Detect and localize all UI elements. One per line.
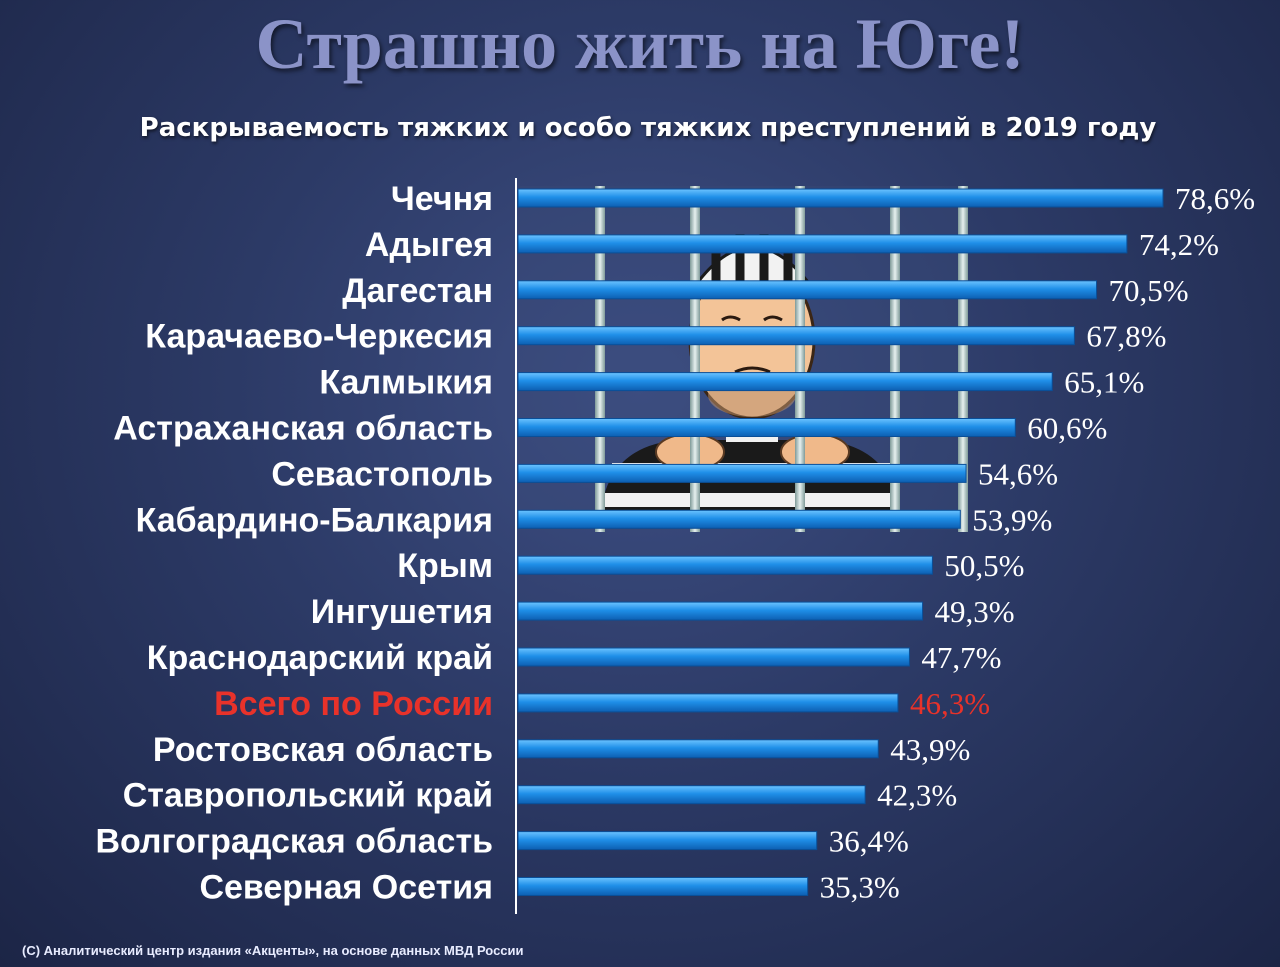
bar <box>517 739 879 759</box>
value-label: 65,1% <box>1064 365 1144 400</box>
value-label: 49,3% <box>935 594 1015 629</box>
bar <box>517 188 1164 208</box>
category-label: Ингушетия <box>311 593 493 631</box>
category-label: Северная Осетия <box>199 869 493 907</box>
bar <box>517 234 1128 254</box>
value-label: 74,2% <box>1139 227 1219 262</box>
category-label: Всего по России <box>214 685 493 723</box>
value-label: 60,6% <box>1027 411 1107 446</box>
category-label: Кабардино-Балкария <box>136 501 493 539</box>
category-label: Ростовская область <box>153 731 493 769</box>
bar <box>517 372 1053 392</box>
bar <box>517 463 967 483</box>
bar <box>517 831 818 851</box>
value-label: 53,9% <box>972 502 1052 537</box>
category-label: Чечня <box>391 180 493 218</box>
jail-bars <box>595 186 968 532</box>
bar <box>517 326 1075 346</box>
value-label: 43,9% <box>890 732 970 767</box>
bar <box>517 418 1016 437</box>
category-label: Крым <box>397 547 493 585</box>
chart-subtitle: Раскрываемость тяжких и особо тяжких пре… <box>139 113 1157 143</box>
category-label: Краснодарский край <box>147 639 493 677</box>
bar <box>517 509 961 529</box>
value-label: 46,3% <box>910 686 990 721</box>
value-label: 78,6% <box>1175 181 1255 216</box>
category-label: Дагестан <box>342 272 493 310</box>
bar <box>517 785 866 805</box>
value-label: 67,8% <box>1086 319 1166 354</box>
value-label: 54,6% <box>978 456 1058 491</box>
value-label: 70,5% <box>1109 273 1189 308</box>
bar <box>517 877 809 896</box>
category-label: Ставропольский край <box>123 777 493 815</box>
value-label: 35,3% <box>820 870 900 905</box>
category-label: Карачаево-Черкесия <box>145 318 493 356</box>
category-label: Севастополь <box>271 455 493 493</box>
value-label: 47,7% <box>921 640 1001 675</box>
chart-title: Страшно жить на Юге! <box>255 4 1025 84</box>
source-footer: (C) Аналитический центр издания «Акценты… <box>22 943 524 958</box>
value-label: 50,5% <box>944 548 1024 583</box>
bar <box>517 647 910 667</box>
category-label: Волгоградская область <box>95 823 493 861</box>
category-label: Калмыкия <box>319 364 493 402</box>
bar <box>517 280 1098 300</box>
bar <box>517 555 933 575</box>
value-label: 42,3% <box>877 778 957 813</box>
labels-layer: Чечня 78,6% Адыгея 74,2% Дагестан 70,5% Карача… <box>95 180 1255 907</box>
value-label: 36,4% <box>829 824 909 859</box>
bar <box>517 601 924 621</box>
category-label: Астраханская область <box>113 410 493 448</box>
bars-layer <box>517 188 1164 896</box>
category-label: Адыгея <box>365 226 493 264</box>
bar <box>517 693 899 713</box>
